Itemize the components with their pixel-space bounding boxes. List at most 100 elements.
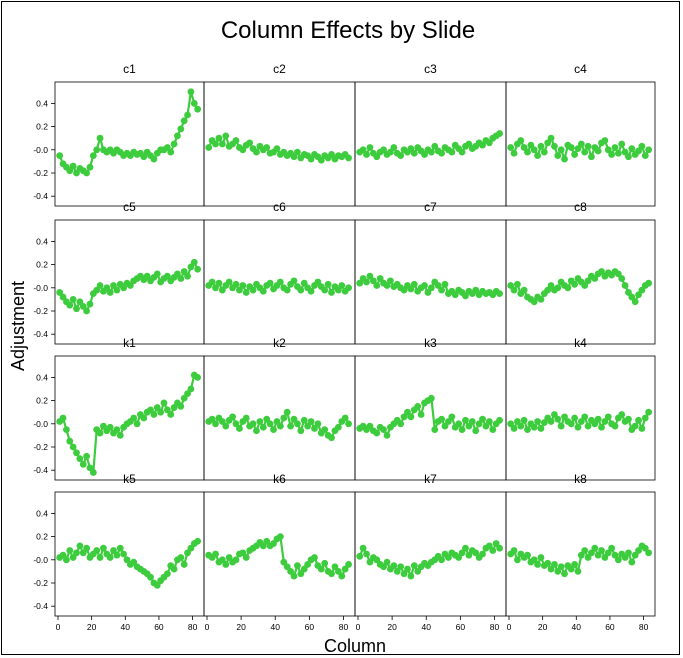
data-point-k3-38: [485, 418, 493, 425]
data-point-k5-5: [73, 549, 80, 557]
data-point-k5-32: [163, 570, 171, 578]
data-point-k7-7: [380, 563, 387, 571]
data-point-k2-38: [334, 423, 342, 431]
data-point-k3-5: [373, 429, 381, 437]
data-point-c8-19: [571, 280, 579, 288]
y-tick-label: -0.0: [33, 283, 48, 293]
data-point-k7-31: [462, 544, 469, 552]
data-point-k3-8: [383, 432, 391, 439]
data-point-k3-14: [404, 408, 411, 416]
data-point-k7-13: [400, 570, 408, 578]
data-point-k8-30: [608, 544, 616, 552]
data-point-k2-24: [287, 422, 294, 430]
data-point-k5-27: [147, 573, 154, 581]
data-point-k6-36: [328, 570, 335, 578]
data-point-k3-33: [468, 418, 476, 425]
panel-c3: c3: [354, 62, 507, 207]
data-point-k1-12: [96, 429, 104, 437]
data-point-c6-25: [290, 277, 298, 285]
data-point-k5-34: [170, 565, 178, 573]
data-point-c1-38: [184, 111, 191, 119]
data-point-k2-7: [229, 413, 236, 421]
y-tick-label: 0.4: [36, 372, 48, 382]
data-point-k3-18: [417, 411, 425, 418]
data-point-k7-40: [492, 540, 500, 547]
data-point-c4-23: [584, 142, 592, 150]
data-point-k7-14: [404, 565, 411, 573]
data-point-k1-7: [79, 461, 87, 468]
data-point-c1-41: [194, 105, 202, 113]
data-point-c2-17: [263, 144, 271, 151]
data-point-c7-34: [472, 286, 480, 294]
data-point-k6-31: [311, 554, 318, 561]
x-tick-label: 20: [387, 622, 397, 632]
panel-c1: c1 -0.4 -0.2 -0.0 0.2 0.4: [33, 62, 205, 207]
data-point-k6-10: [239, 549, 247, 557]
data-point-k2-11: [242, 414, 250, 422]
x-tick-label: 60: [456, 622, 466, 632]
data-point-k2-30: [307, 418, 315, 425]
panel-border-k6: [203, 491, 356, 617]
data-point-k2-19: [270, 426, 277, 433]
data-point-c1-9: [86, 163, 94, 171]
data-point-k7-0: [356, 552, 364, 560]
x-tick-label: 20: [538, 622, 548, 632]
data-point-k6-5: [222, 561, 230, 568]
x-tick-label: 40: [121, 622, 131, 632]
y-tick-label: -0.0: [33, 145, 48, 155]
data-point-c2-2: [212, 140, 219, 148]
data-point-c7-9: [387, 277, 394, 285]
data-point-c4-1: [510, 149, 518, 157]
data-point-c8-4: [520, 286, 528, 294]
data-point-c3-12: [397, 152, 405, 160]
data-point-k1-39: [187, 385, 195, 393]
panel-border-c2: [203, 81, 356, 207]
data-point-c5-40: [190, 258, 198, 266]
data-point-c5-29: [153, 270, 161, 278]
panel-border-k2: [203, 355, 356, 481]
data-point-k4-31: [611, 422, 619, 430]
data-point-k1-30: [157, 408, 165, 416]
data-point-k1-15: [106, 423, 114, 431]
panel-c2: c2: [203, 62, 356, 207]
data-point-c5-15: [106, 289, 114, 296]
data-point-k1-31: [160, 399, 168, 407]
data-point-k3-27: [448, 413, 456, 421]
data-point-c4-28: [601, 137, 609, 144]
data-point-k2-36: [328, 434, 335, 442]
x-tick-label: 60: [154, 622, 164, 632]
data-point-c3-36: [479, 141, 486, 149]
data-point-k6-11: [242, 554, 250, 561]
data-point-c6-23: [283, 286, 291, 294]
panel-label-c2: c2: [273, 62, 286, 76]
data-point-k2-32: [314, 420, 322, 428]
data-point-c4-32: [614, 149, 622, 157]
data-point-c1-39: [187, 88, 195, 96]
data-point-c7-2: [363, 278, 370, 286]
data-point-c6-2: [212, 284, 219, 292]
data-point-k1-36: [177, 403, 185, 410]
data-point-k2-25: [290, 415, 298, 423]
data-point-c5-41: [194, 265, 202, 273]
data-point-k7-39: [489, 547, 497, 554]
x-tick-label: 80: [339, 622, 349, 632]
data-point-c4-35: [625, 153, 632, 161]
data-point-c3-10: [390, 144, 398, 151]
data-point-k3-24: [438, 415, 445, 423]
y-tick-label: -0.2: [33, 442, 48, 452]
data-point-c3-7: [380, 146, 387, 154]
data-point-c6-3: [215, 279, 223, 287]
data-point-k8-27: [598, 547, 605, 554]
x-tick-label: 0: [356, 622, 361, 632]
data-point-k4-29: [604, 413, 612, 421]
data-point-k5-11: [93, 547, 101, 554]
data-point-k5-3: [66, 547, 74, 554]
panel-label-k3: k3: [424, 336, 437, 350]
panel-grid: c1 -0.4 -0.2 -0.0 0.2 0.4 c2 c3 c4 c5 -0.4 -0.2 -0.0…: [33, 62, 656, 632]
data-point-k7-41: [496, 544, 503, 552]
data-point-c4-8: [534, 152, 541, 160]
data-point-k7-2: [363, 550, 370, 558]
data-point-c1-34: [170, 140, 178, 148]
data-point-k4-20: [574, 423, 582, 431]
